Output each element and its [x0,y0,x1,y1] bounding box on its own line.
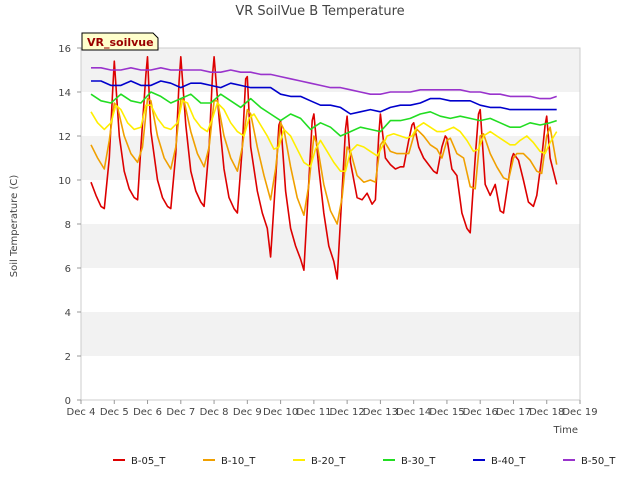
x-tick-label: Dec 17 [496,407,531,418]
series-line-b-50-t [91,67,557,100]
legend-label: B-30_T [401,456,436,467]
x-tick-label: Dec 12 [330,407,365,418]
x-tick-label: Dec 13 [363,407,398,418]
legend-label: B-50_T [581,456,616,467]
series-lines [90,55,558,280]
y-axis-ticks: 0 2 4 6 8 10 12 14 16 [58,44,81,407]
grid-band [81,224,580,268]
x-tick-label: Dec 9 [233,407,262,418]
y-tick-label: 12 [58,132,71,143]
y-tick-label: 10 [58,176,71,187]
legend-label: B-20_T [311,456,346,467]
legend-label: B-10_T [221,456,256,467]
x-tick-label: Dec 6 [133,407,162,418]
series-line-b-40-t [91,80,557,115]
x-tick-label: Dec 15 [429,407,464,418]
x-tick-label: Dec 7 [166,407,195,418]
x-tick-label: Dec 16 [463,407,498,418]
badge-label: VR_soilvue [87,36,154,49]
series-line-b-05-t [90,55,558,280]
x-tick-label: Dec 10 [263,407,298,418]
chart-title: VR SoilVue B Temperature [235,4,404,19]
y-tick-label: 16 [58,44,71,55]
plot-area: 0 2 4 6 8 10 12 14 16 Dec 4 Dec 5 Dec 6 Dec 7 Dec 8 D… [58,44,597,418]
x-tick-label: Dec 5 [100,407,129,418]
x-tick-label: Dec 19 [562,407,597,418]
legend-label: B-40_T [491,456,526,467]
x-axis-label: Time [553,425,578,436]
y-axis-label: Soil Temperature (C) [9,175,20,278]
legend: B-05_T B-10_T B-20_T B-30_T B-40_T B-50_T [113,456,616,467]
series-line-b-10-t [90,97,558,225]
x-tick-label: Dec 11 [296,407,331,418]
grid-bands [81,48,580,400]
series-line-b-20-t [90,100,558,172]
grid-band [81,356,580,400]
x-tick-label: Dec 18 [529,407,564,418]
y-tick-label: 6 [65,264,71,275]
grid-band [81,268,580,312]
grid-band [81,48,580,92]
x-tick-label: Dec 8 [200,407,229,418]
series-line-b-30-t [90,91,557,137]
y-tick-label: 4 [65,308,71,319]
y-tick-label: 14 [58,88,71,99]
legend-label: B-05_T [131,456,166,467]
x-tick-label: Dec 14 [396,407,431,418]
x-tick-label: Dec 4 [67,407,96,418]
grid-band [81,312,580,356]
badge-shape [81,32,159,51]
y-tick-label: 2 [65,352,71,363]
x-axis-ticks: Dec 4 Dec 5 Dec 6 Dec 7 Dec 8 Dec 9 Dec 10Dec … [67,400,598,418]
y-tick-label: 8 [65,220,71,231]
y-tick-label: 0 [65,396,71,407]
badge: VR_soilvue [81,32,159,51]
